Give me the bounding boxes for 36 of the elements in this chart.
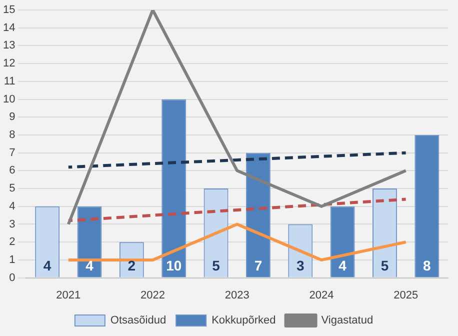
x-tick-label: 2024 (309, 289, 334, 302)
y-tick-label: 4 (9, 200, 16, 212)
data-label: 4 (86, 258, 94, 274)
data-label: 10 (166, 258, 182, 274)
line-series (66, 151, 408, 169)
x-tick-label: 2025 (394, 289, 418, 302)
y-tick-label: 0 (9, 272, 16, 284)
data-label: 7 (254, 258, 262, 274)
y-tick-label: 2 (9, 236, 16, 248)
data-label: 3 (296, 258, 304, 274)
x-tick-label: 2023 (224, 289, 250, 302)
y-tick-label: 11 (4, 75, 16, 88)
line-series (66, 198, 408, 222)
y-tick-label: 6 (9, 164, 16, 177)
legend-label: Kokkupõrked (212, 314, 276, 327)
y-tick-label: 12 (2, 58, 16, 70)
y-tick-label: 14 (2, 22, 16, 34)
legend-label: Vigastatud (321, 314, 374, 327)
x-tick-label: 2021 (56, 289, 81, 302)
data-label: 2 (128, 258, 136, 274)
y-tick-label: 15 (2, 4, 16, 16)
y-tick-label: 8 (9, 129, 16, 142)
data-label: 8 (423, 258, 432, 274)
data-label: 5 (380, 258, 389, 274)
y-tick-label: 7 (9, 146, 16, 159)
y-tick-label: 5 (9, 182, 16, 195)
data-label: 5 (212, 258, 220, 274)
y-tick-label: 10 (2, 93, 16, 106)
data-label: 4 (43, 258, 52, 274)
y-tick-label: 3 (9, 218, 16, 230)
y-tick-label: 13 (2, 40, 16, 52)
y-tick-label: 1 (9, 254, 16, 266)
y-tick-label: 9 (9, 111, 16, 124)
data-label: 4 (338, 258, 347, 274)
legend-label: Otsasõidud (110, 314, 166, 327)
x-tick-label: 2022 (140, 289, 166, 302)
